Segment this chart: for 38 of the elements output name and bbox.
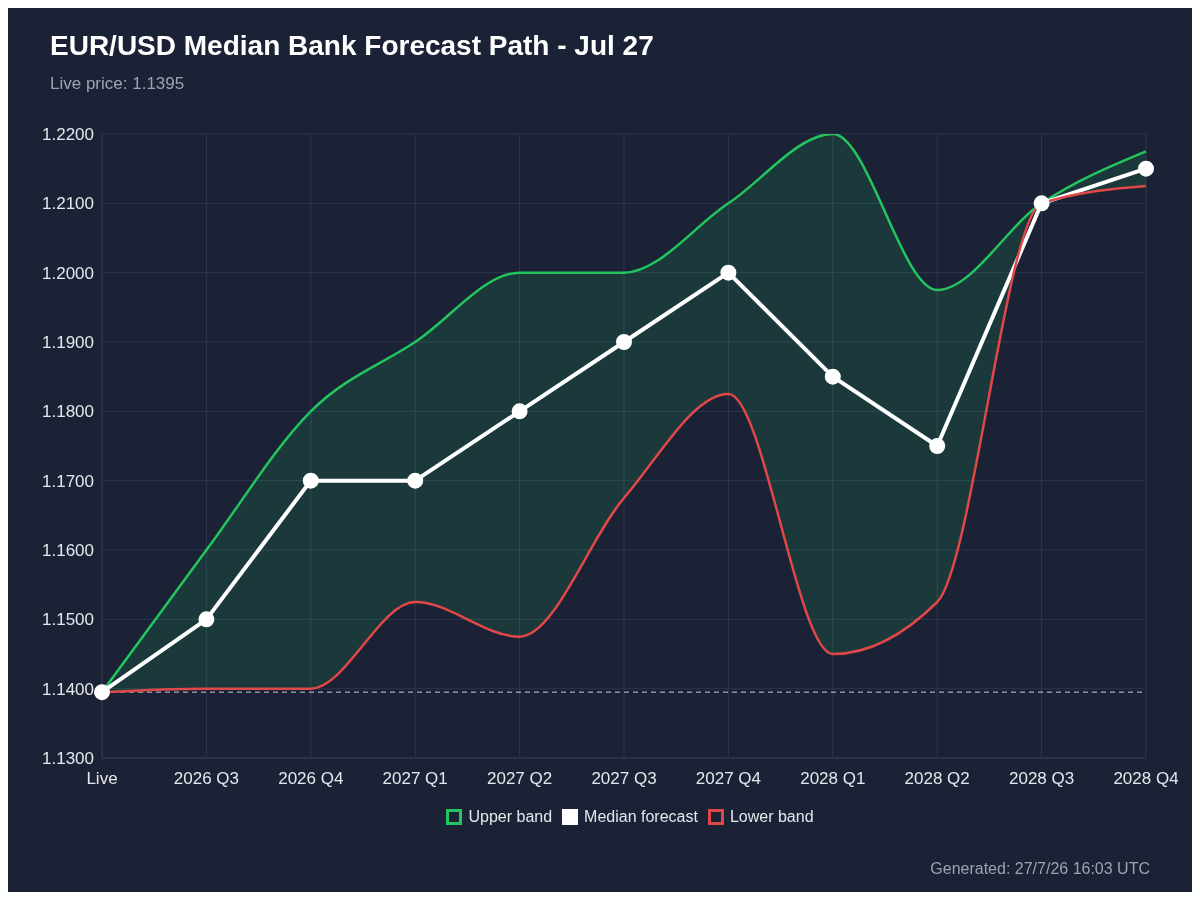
x-tick-label: 2026 Q4 [278,769,344,789]
point [1033,195,1050,212]
x-tick-label: 2027 Q2 [486,769,553,789]
point [511,403,528,420]
point [198,611,215,628]
x-tick-label: 2027 Q1 [382,769,448,789]
legend-label: Median forecast [584,808,698,826]
y-tick-label: 1.1600 [42,541,94,561]
point [407,472,424,489]
x-tick-label: 2027 Q4 [695,769,762,789]
y-tick-label: 1.2000 [42,263,94,283]
point [824,368,841,385]
x-tick-label: 2027 Q3 [591,769,657,789]
y-tick-label: 1.1800 [42,402,94,422]
legend-label: Upper band [468,808,553,826]
x-tick-label: 2028 Q2 [904,769,970,789]
y-tick-label: 1.1700 [42,471,94,491]
point [1138,160,1154,177]
point [302,472,319,489]
point [94,684,110,701]
x-tick-label: 2028 Q3 [1008,769,1075,789]
chart-title: EUR/USD Median Bank Forecast Path - Jul 27 [50,30,654,62]
x-tick-label: Live [86,769,118,789]
y-tick-label: 1.1400 [42,679,94,699]
y-tick-label: 1.1900 [42,333,94,353]
point [929,438,946,454]
y-tick-label: 1.2200 [42,125,94,145]
point [616,334,632,350]
x-tick-label: 2028 Q1 [800,769,866,789]
x-tick-label: 2028 Q4 [1113,769,1179,789]
y-tick-label: 1.1300 [42,749,94,769]
point [720,264,737,281]
y-tick-label: 1.2100 [42,194,94,214]
x-tick-label: 2026 Q3 [173,769,240,789]
y-tick-label: 1.1500 [42,610,94,630]
legend-label: Lower band [729,808,814,826]
chart-subtitle: Live price: 1.1395 [50,74,185,94]
text: Generated: 27/7/26 16:03 UTC [930,860,1150,878]
